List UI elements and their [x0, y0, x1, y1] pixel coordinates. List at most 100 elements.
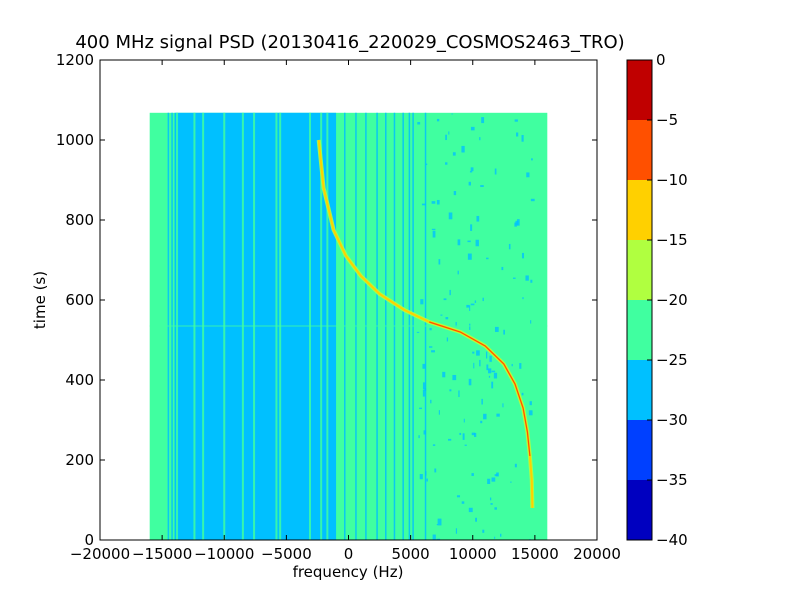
- heatmap-speckle: [448, 438, 452, 441]
- heatmap-speckle: [489, 355, 492, 362]
- heatmap-speckle: [429, 346, 433, 348]
- y-tick-label: 200: [65, 451, 94, 469]
- x-tick-label: 20000: [573, 545, 621, 563]
- doppler-curve-layer: [316, 139, 535, 509]
- y-tick-label: 0: [84, 531, 94, 549]
- heatmap-speckle: [529, 401, 532, 406]
- heatmap-speckle: [423, 430, 427, 435]
- heatmap-speckle: [526, 172, 530, 178]
- heatmap-speckle: [490, 503, 493, 505]
- heatmap-speckle: [530, 279, 533, 283]
- heatmap-speckle: [521, 135, 524, 142]
- heatmap-speckle: [494, 474, 498, 477]
- heatmap-speckle: [468, 181, 471, 186]
- x-tick-label: 15000: [511, 545, 559, 563]
- heatmap-speckle: [436, 199, 440, 205]
- y-tick-label: 1000: [56, 131, 94, 149]
- heatmap-speckle: [488, 375, 491, 378]
- heatmap-speckle: [491, 477, 496, 482]
- heatmap-speckle: [482, 529, 485, 533]
- heatmap-speckle: [481, 398, 483, 405]
- heatmap-speckle: [494, 507, 497, 510]
- colorbar: −40 −35 −30 −25 −20 −15 −10 −5 0: [626, 51, 688, 549]
- heatmap-speckle: [436, 538, 441, 540]
- colorbar-tick-label: −40: [656, 531, 688, 549]
- heatmap-speckle: [510, 481, 512, 483]
- heatmap-speckle: [473, 362, 475, 369]
- heatmap-speckle: [429, 327, 432, 331]
- heatmap-speckle: [496, 413, 500, 417]
- colorbar-segment: [627, 360, 652, 420]
- heatmap-speckle: [470, 126, 475, 131]
- heatmap-speckle: [494, 168, 497, 175]
- heatmap-speckle: [431, 228, 436, 230]
- heatmap-speckle: [421, 203, 426, 206]
- heatmap-speckle: [502, 403, 504, 408]
- heatmap-speckle: [468, 378, 472, 386]
- heatmap-speckle: [519, 363, 522, 369]
- heatmap-speckle: [514, 119, 518, 122]
- y-tick-label: 600: [65, 291, 94, 309]
- colorbar-tick-label: −20: [656, 291, 688, 309]
- heatmap-speckle: [431, 201, 436, 204]
- heatmap-speckle: [475, 239, 479, 247]
- heatmap-speckle: [530, 320, 532, 324]
- x-tick-label: −20000: [70, 545, 130, 563]
- heatmap-speckle: [445, 134, 447, 141]
- colorbar-tick-label: −10: [656, 171, 688, 189]
- heatmap-speckle: [420, 299, 424, 305]
- chart-title: 400 MHz signal PSD (20130416_220029_COSM…: [75, 32, 624, 53]
- heatmap-speckle: [467, 253, 472, 260]
- y-tick-label: 1200: [56, 51, 94, 69]
- heatmap-speckle: [456, 495, 461, 498]
- heatmap-speckle: [522, 297, 524, 300]
- heatmap-speckle: [455, 321, 457, 327]
- colorbar-tick-label: −35: [656, 471, 688, 489]
- heatmap-speckle: [485, 351, 488, 359]
- heatmap-speckle: [516, 132, 519, 137]
- heatmap-speckle: [426, 478, 428, 482]
- heatmap-speckle: [479, 359, 481, 367]
- heatmap-speckle: [514, 463, 517, 468]
- heatmap-speckle: [467, 240, 471, 243]
- heatmap-speckle: [432, 534, 436, 540]
- heatmap-speckle: [487, 478, 491, 484]
- heatmap-speckle: [443, 298, 447, 301]
- heatmap-speckle: [422, 382, 426, 390]
- heatmap-speckle: [530, 198, 535, 202]
- heatmap-speckle: [528, 410, 533, 416]
- colorbar-segment: [627, 180, 652, 240]
- heatmap-speckle: [468, 507, 473, 513]
- heatmap-speckle: [494, 536, 496, 539]
- heatmap-speckle: [469, 170, 473, 173]
- heatmap-speckle: [493, 372, 498, 379]
- heatmap-speckle: [503, 329, 505, 335]
- heatmap-speckle: [461, 145, 465, 153]
- heatmap-speckle: [481, 117, 485, 124]
- heatmap-speckle: [491, 381, 494, 389]
- heatmap-speckle: [480, 185, 484, 187]
- heatmap-speckle: [419, 407, 422, 410]
- heatmap-speckle: [480, 420, 483, 424]
- heatmap-speckle: [476, 215, 480, 222]
- heatmap-speckle: [445, 162, 448, 165]
- heatmap-speckle: [434, 468, 437, 473]
- colorbar-segment: [627, 480, 652, 540]
- heatmap-speckle: [453, 191, 457, 196]
- heatmap-speckle: [525, 275, 529, 281]
- heatmap-speckle: [476, 350, 480, 356]
- heatmap-speckle: [486, 257, 489, 260]
- x-tick-label: 5000: [392, 545, 430, 563]
- heatmap-speckle: [448, 131, 450, 135]
- heatmap-speckle: [470, 167, 474, 172]
- heatmap-speckle: [459, 432, 462, 435]
- heatmap-speckle: [438, 410, 440, 415]
- heatmap-speckle: [422, 389, 425, 397]
- x-tick-label: −15000: [132, 545, 192, 563]
- colorbar-segment: [627, 120, 652, 180]
- heatmap-speckle: [515, 220, 519, 226]
- heatmap-speckle: [436, 118, 440, 122]
- heatmap-speckle: [438, 259, 441, 265]
- heatmap-speckle: [432, 230, 436, 238]
- heatmap-speckle: [531, 158, 533, 161]
